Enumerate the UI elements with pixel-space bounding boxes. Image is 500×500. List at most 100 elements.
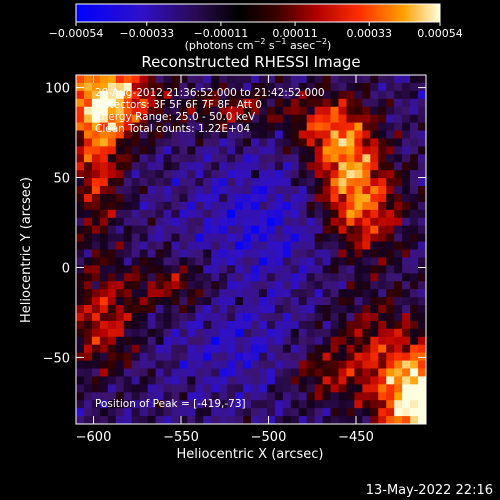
heatmap-cell [203,408,212,417]
heatmap-cell [306,376,316,385]
heatmap-cell [306,154,316,163]
heatmap-cell [370,75,379,84]
heatmap-cell [243,249,252,259]
heatmap-cell [306,178,316,187]
heatmap-cell [354,305,363,314]
heatmap-cell [290,186,300,195]
heatmap-cell [290,273,300,282]
heatmap-cell [131,376,141,385]
heatmap-cell [418,360,426,370]
heatmap-cell [243,305,252,314]
heatmap-cell [386,376,395,385]
heatmap-cell [314,416,324,424]
heatmap-cell [139,122,149,132]
heatmap-cell [235,392,244,401]
heatmap-cell [227,376,236,385]
heatmap-cell [203,90,212,100]
heatmap-cell [362,225,371,235]
heatmap-cell [378,312,387,322]
heatmap-cell [115,209,125,219]
heatmap-cell [378,162,387,171]
heatmap-cell [410,257,419,266]
heatmap-cell [235,384,244,393]
heatmap-cell [306,392,316,401]
heatmap-cell [131,336,141,346]
heatmap-cell [179,130,188,140]
heatmap-cell [107,138,117,147]
heatmap-cell [171,154,180,163]
heatmap-cell [354,178,363,187]
heatmap-cell [243,344,252,354]
heatmap-cell [115,75,125,84]
heatmap-cell [322,392,332,401]
heatmap-cell [107,352,117,362]
heatmap-cell [115,98,125,108]
heatmap-cell [187,178,196,187]
heatmap-cell [235,328,244,338]
heatmap-cell [251,376,260,385]
heatmap-cell [131,146,141,155]
heatmap-cell [163,170,173,179]
heatmap-cell [322,360,332,370]
heatmap-cell [76,217,85,227]
heatmap-cell [107,344,117,354]
heatmap-cell [362,122,371,132]
heatmap-cell [354,297,363,306]
heatmap-cell [91,106,101,116]
heatmap-cell [386,154,395,163]
heatmap-cell [243,138,252,147]
heatmap-cell [330,312,340,322]
heatmap-cell [290,265,300,274]
heatmap-cell [298,241,308,251]
heatmap-cell [354,336,363,346]
heatmap-cell [83,98,93,108]
heatmap-cell [83,312,93,322]
heatmap-cell [187,241,196,251]
heatmap-cell [243,82,252,92]
heatmap-cell [274,98,284,108]
heatmap-cell [115,305,125,314]
info-line-counts: Clean Total counts: 1.22E+04 [95,123,250,135]
heatmap-cell [266,368,276,378]
heatmap-cell [386,249,395,259]
heatmap-cell [258,154,268,163]
heatmap-cell [227,178,236,187]
heatmap-cell [378,106,387,116]
heatmap-cell [211,178,220,187]
heatmap-cell [378,170,387,179]
heatmap-cell [243,297,252,306]
heatmap-cell [155,384,165,393]
heatmap-cell [76,416,85,424]
heatmap-cell [298,217,308,227]
heatmap-cell [330,241,340,251]
heatmap-cell [227,154,236,163]
heatmap-cell [155,217,165,227]
heatmap-cell [274,130,284,140]
heatmap-cell [99,193,109,203]
heatmap-cell [410,178,419,187]
heatmap-cell [76,90,85,100]
heatmap-cell [243,265,252,274]
heatmap-cell [394,178,403,187]
heatmap-cell [266,162,276,171]
heatmap-cell [322,281,332,290]
heatmap-cell [195,90,204,100]
heatmap-cell [211,384,220,393]
heatmap-cell [211,154,220,163]
heatmap-cell [402,392,411,401]
heatmap-cell [258,138,268,147]
heatmap-cell [370,217,379,227]
heatmap-cell [386,241,395,251]
heatmap-cell [211,265,220,274]
heatmap-cell [155,154,165,163]
heatmap-cell [219,289,228,298]
heatmap-cell [258,265,268,274]
heatmap-cell [91,114,101,124]
heatmap-cell [115,281,125,290]
heatmap-cell [99,209,109,219]
heatmap-cell [83,328,93,338]
heatmap-cell [274,312,284,322]
heatmap-cell [410,138,419,147]
heatmap-cell [235,75,244,84]
heatmap-cell [394,265,403,274]
